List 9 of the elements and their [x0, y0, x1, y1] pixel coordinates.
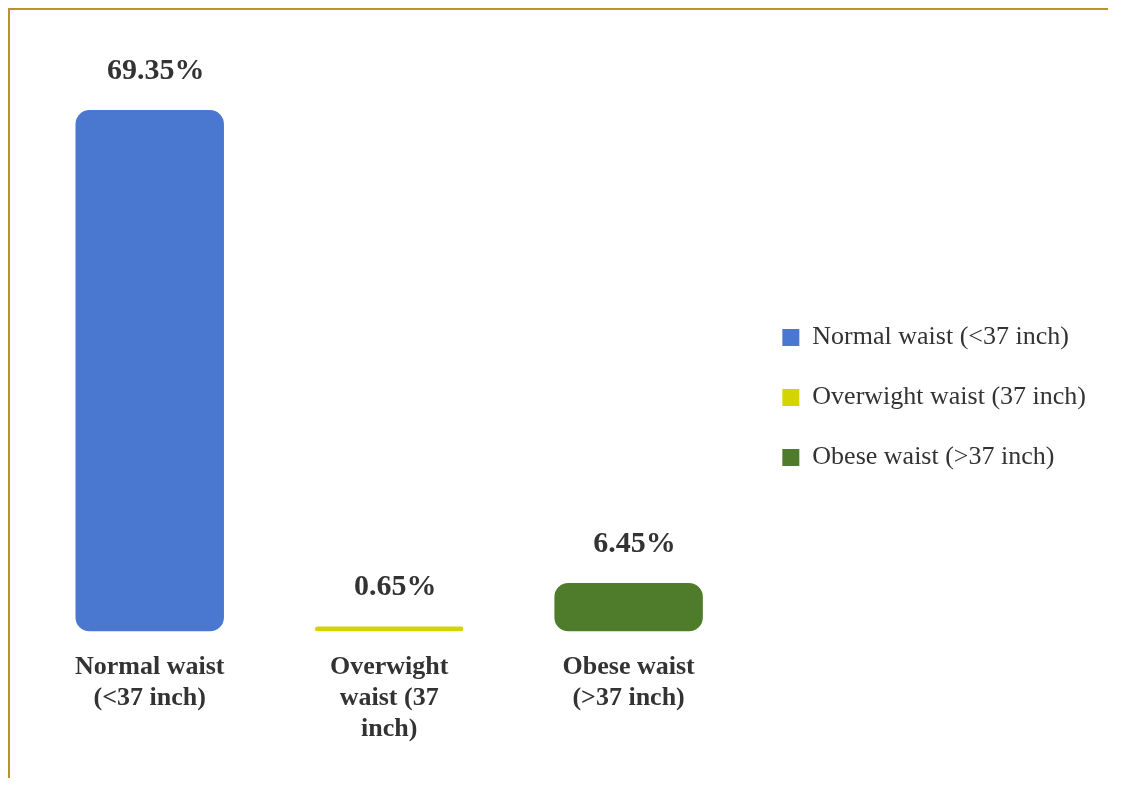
x-tick-label: Normal waist (<37 inch)	[74, 650, 225, 711]
data-label: 69.35%	[106, 51, 205, 85]
x-tick-label: Obese waist (>37 inch)	[562, 650, 696, 711]
data-label: 0.65%	[353, 568, 437, 602]
data-label: 6.45%	[593, 524, 676, 558]
legend-label: Overwight waist (37 inch)	[812, 381, 1087, 411]
legend-label: Normal waist (<37 inch)	[812, 321, 1069, 351]
x-tick-label: Overwight waist (37 inch)	[329, 650, 449, 743]
legend-label: Obese waist (>37 inch)	[812, 441, 1055, 471]
